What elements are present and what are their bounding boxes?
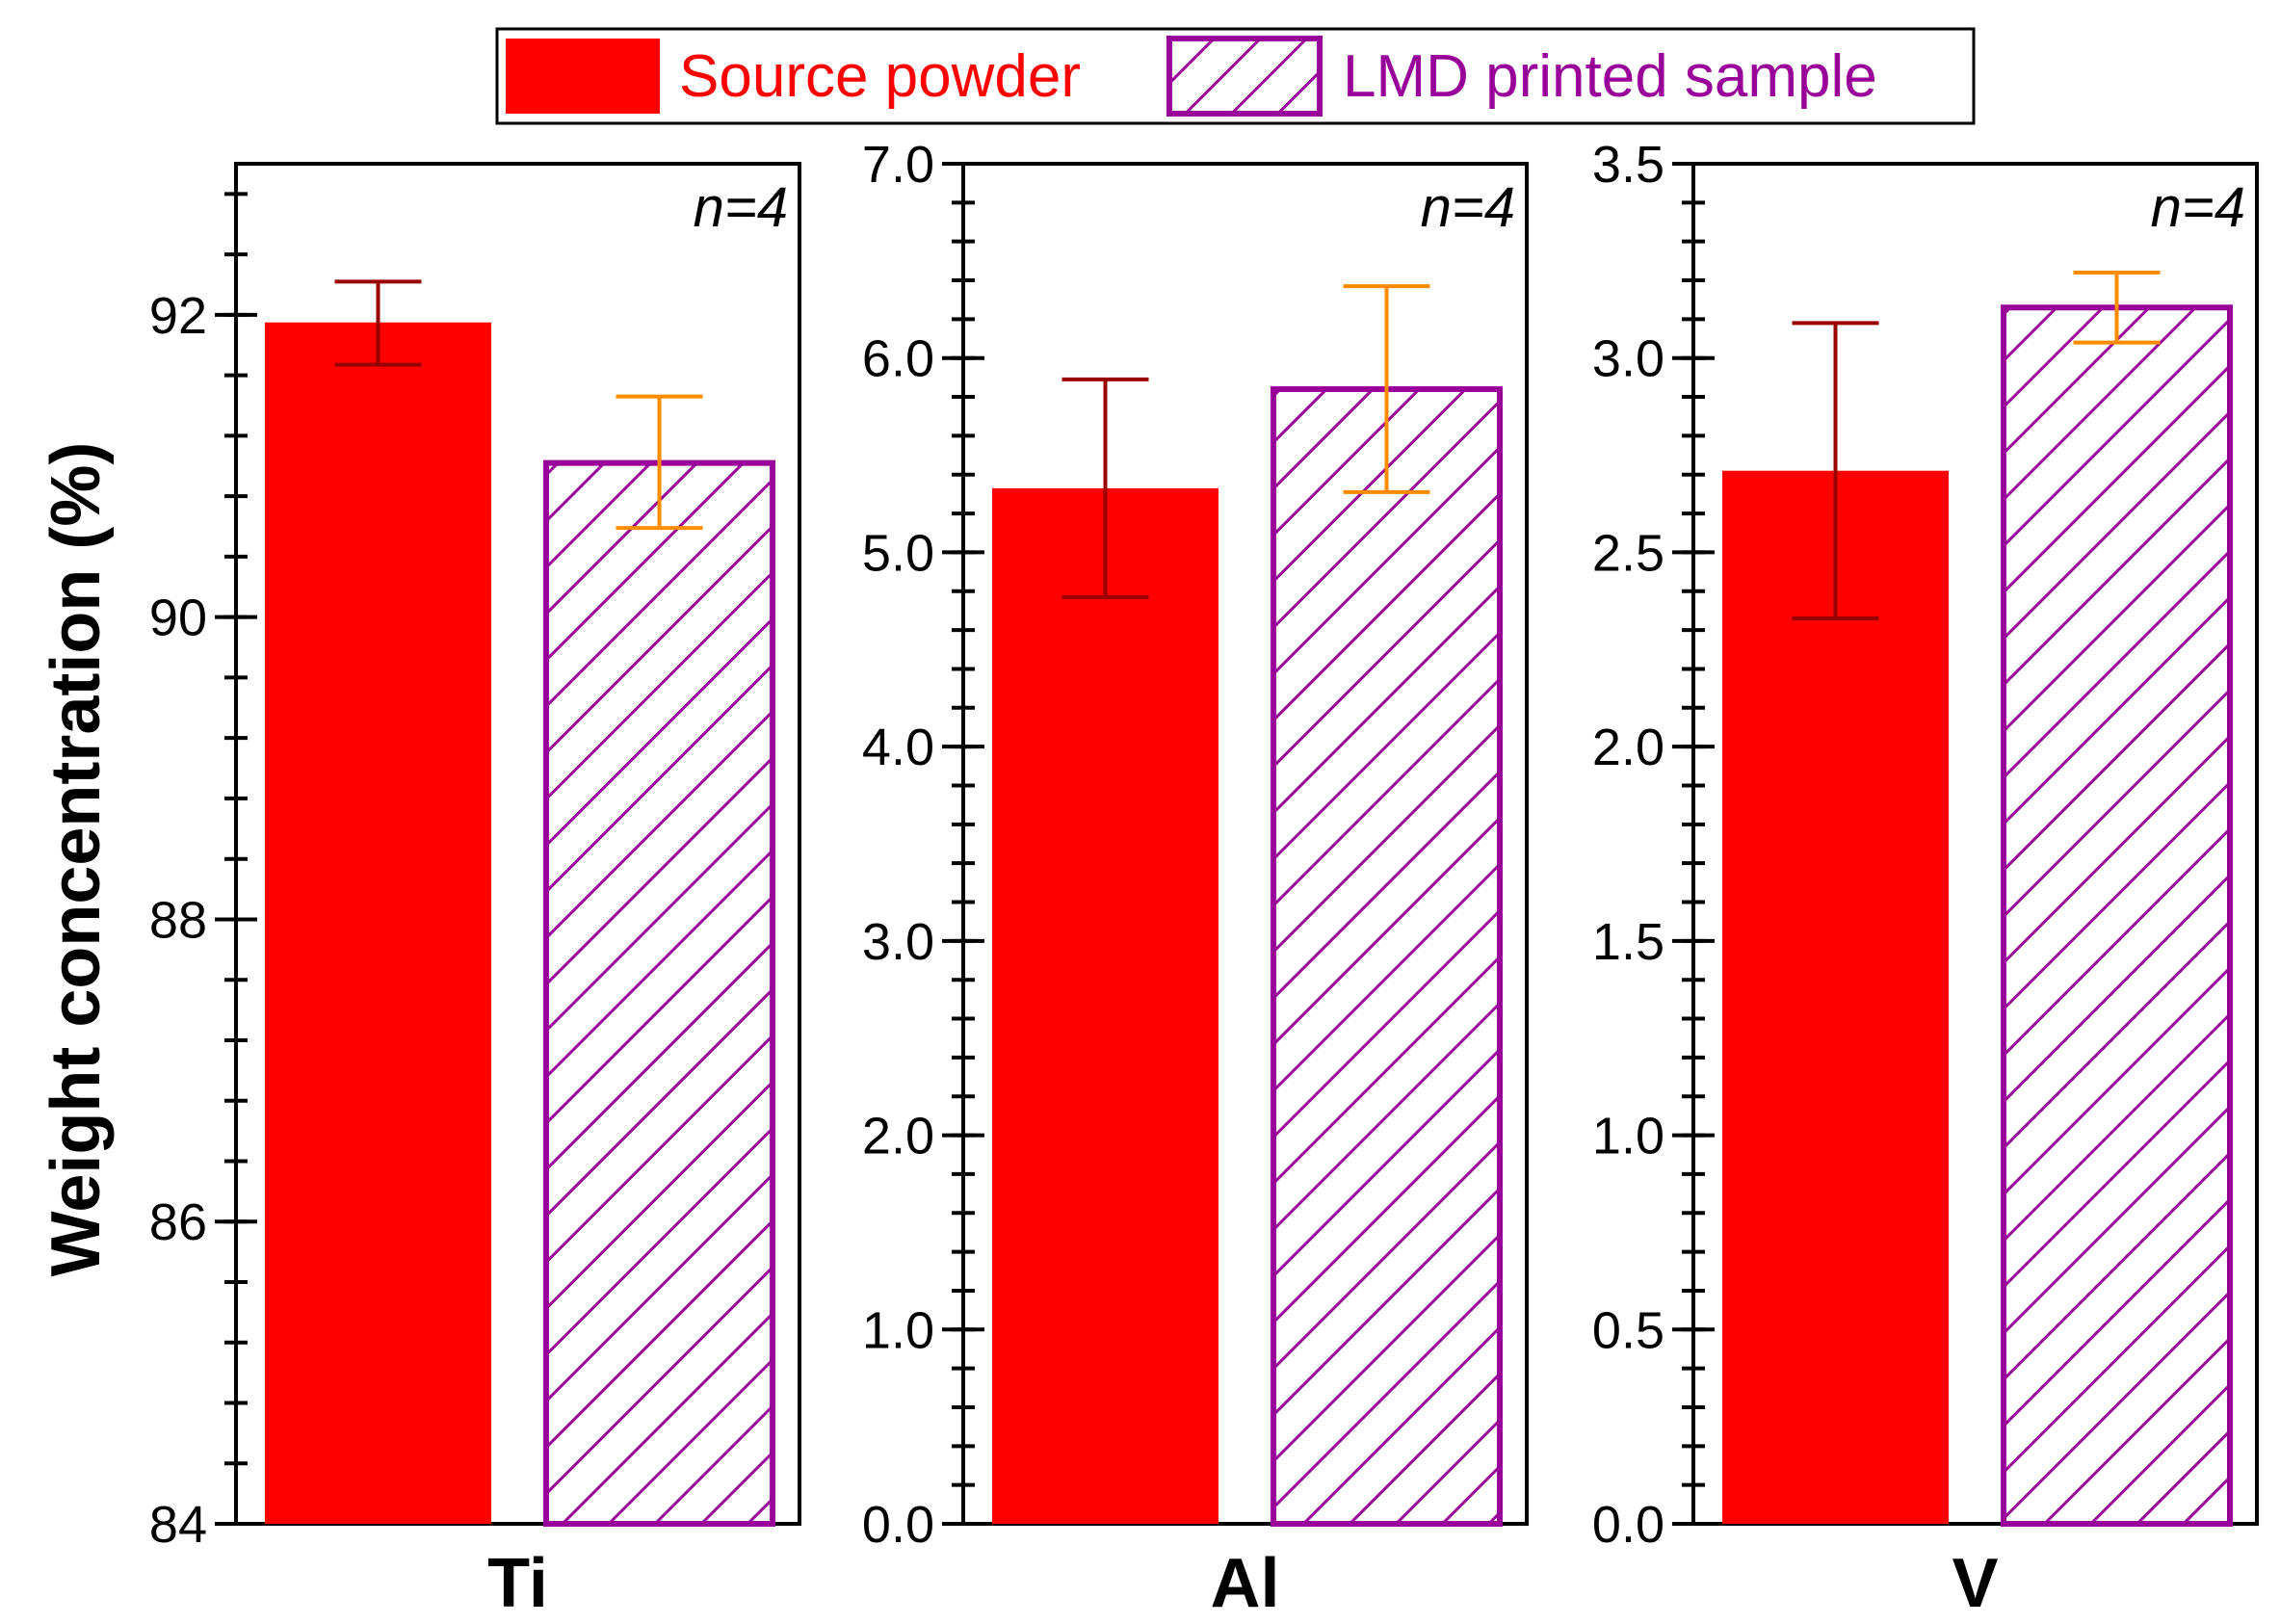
error-bar-source-powder	[1792, 321, 1879, 621]
y-tick-label: 5.0	[862, 524, 934, 582]
y-tick-label: 1.0	[1592, 1108, 1664, 1166]
plot-frame	[961, 162, 1529, 1526]
y-tick-label: 3.5	[1592, 136, 1664, 194]
y-tick-label: 86	[149, 1193, 207, 1251]
category-label: V	[1952, 1545, 1998, 1622]
y-tick-label: 1.5	[1592, 913, 1664, 971]
category-label: Al	[1211, 1545, 1280, 1622]
y-tick-label: 84	[149, 1496, 207, 1554]
plot-frame	[1691, 162, 2259, 1526]
legend-label-source-powder: Source powder	[679, 43, 1081, 110]
chart-panels: 84 86 88 90 92 n=4 Ti 0.0 1.0 2.0 3.0 4.0 5.0 6.0 7.0 n…	[149, 136, 2259, 1622]
panel-ti: 84 86 88 90 92 n=4 Ti	[149, 162, 801, 1622]
bar-source-powder	[1722, 470, 1949, 1525]
error-bar-source-powder	[1061, 377, 1149, 599]
y-tick-label: 3.0	[862, 913, 934, 971]
legend-label-lmd-printed-sample: LMD printed sample	[1343, 43, 1877, 110]
legend: Source powder LMD printed sample	[495, 27, 1976, 125]
bar-lmd-printed-sample	[1271, 385, 1503, 1528]
y-tick-label: 90	[149, 589, 207, 647]
panel-v: 0.0 0.5 1.0 1.5 2.0 2.5 3.0 3.5 n=4 V	[1592, 136, 2259, 1622]
sample-size-annotation: n=4	[694, 176, 788, 239]
y-tick-label: 0.5	[1592, 1301, 1664, 1359]
y-tick-label: 6.0	[862, 330, 934, 388]
panel-al: 0.0 1.0 2.0 3.0 4.0 5.0 6.0 7.0 n=4 Al	[862, 136, 1529, 1622]
bar-lmd-printed-sample	[2001, 304, 2233, 1528]
y-axis-title: Weight concentration (%)	[38, 442, 115, 1277]
y-tick-label: 0.0	[1592, 1496, 1664, 1554]
y-tick-label: 0.0	[862, 1496, 934, 1554]
sample-size-annotation: n=4	[2151, 176, 2245, 239]
y-tick-label: 3.0	[1592, 330, 1664, 388]
error-bar-lmd-printed-sample	[2073, 270, 2161, 345]
y-tick-label: 2.5	[1592, 524, 1664, 582]
bar-source-powder	[265, 322, 491, 1524]
y-tick-label: 92	[149, 287, 207, 345]
bar-lmd-printed-sample	[543, 459, 775, 1527]
y-tick-label: 2.0	[1592, 719, 1664, 776]
y-tick-label: 1.0	[862, 1301, 934, 1359]
y-tick-label: 7.0	[862, 136, 934, 194]
legend-swatch-lmd-printed-sample	[1166, 36, 1323, 117]
category-label: Ti	[487, 1545, 548, 1622]
y-tick-label: 88	[149, 891, 207, 949]
y-tick-label: 2.0	[862, 1108, 934, 1166]
sample-size-annotation: n=4	[1421, 176, 1515, 239]
error-bar-lmd-printed-sample	[1343, 284, 1430, 494]
error-bar-source-powder	[334, 279, 422, 367]
error-bar-lmd-printed-sample	[616, 394, 703, 531]
legend-swatch-source-powder	[506, 39, 660, 114]
plot-frame	[234, 162, 801, 1526]
y-tick-label: 4.0	[862, 719, 934, 776]
bar-source-powder	[992, 487, 1219, 1525]
